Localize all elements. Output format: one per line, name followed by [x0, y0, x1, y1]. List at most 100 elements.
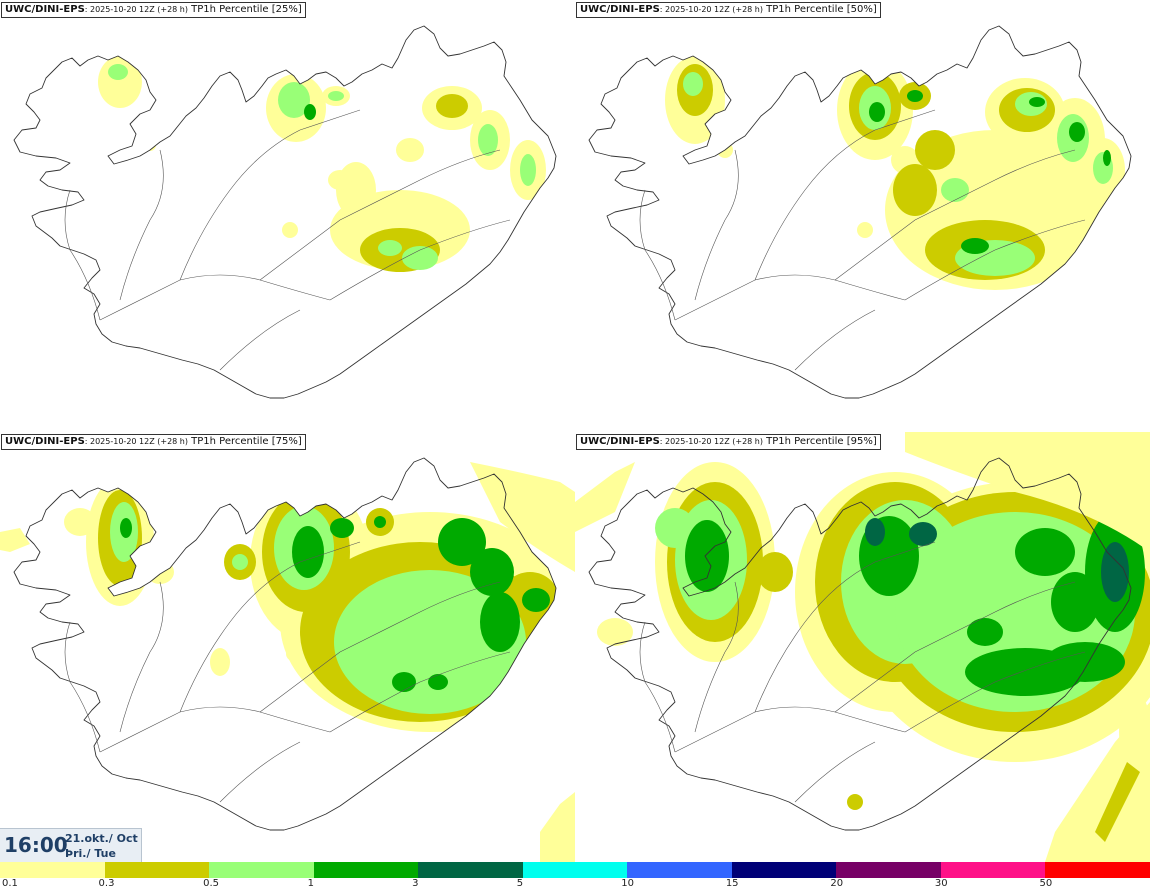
road-line: [994, 149, 1076, 181]
precip-contour: [232, 554, 248, 570]
precip-contour: [1103, 150, 1111, 166]
coastline: [588, 457, 1132, 831]
colorbar-segment: [313, 862, 419, 878]
valid-date-line2: Þri./ Tue: [65, 847, 116, 860]
coastline: [13, 457, 557, 831]
run-info: : 2025-10-20 12Z (+28 h): [84, 5, 188, 14]
road-line: [834, 179, 996, 281]
precip-contour: [292, 526, 324, 578]
field-name: TP1h Percentile [75%]: [187, 436, 302, 447]
map-panel-p25: UWC/DINI-EPS: 2025-10-20 12Z (+28 h) TP1…: [0, 0, 575, 430]
road-line: [754, 129, 876, 281]
road-line: [904, 651, 1086, 733]
road-line: [99, 274, 331, 321]
model-name: UWC/DINI-EPS: [5, 4, 85, 15]
road-line: [64, 621, 101, 753]
precip-contour: [915, 130, 955, 170]
precip-contour: [597, 618, 633, 646]
iceland-map: [588, 25, 1132, 399]
precip-contour: [967, 618, 1003, 646]
precip-contour: [575, 462, 635, 532]
precip-contour: [378, 240, 402, 256]
precip-contour: [64, 508, 96, 536]
precip-contour: [757, 552, 793, 592]
precip-contour: [108, 64, 128, 80]
precip-contour: [282, 222, 298, 238]
colorbar-tick-label: 20: [830, 878, 844, 889]
model-name: UWC/DINI-EPS: [5, 436, 85, 447]
precip-contour: [685, 520, 729, 592]
road-line: [674, 274, 906, 321]
road-line: [904, 219, 1086, 301]
road-line: [329, 219, 511, 301]
field-name: TP1h Percentile [50%]: [762, 4, 877, 15]
precip-contour: [1095, 762, 1140, 842]
map-panel-p50: UWC/DINI-EPS: 2025-10-20 12Z (+28 h) TP1…: [575, 0, 1150, 430]
colorbar-tick-label: 50: [1039, 878, 1053, 889]
precip-contour: [1101, 542, 1129, 602]
precip-contour: [402, 246, 438, 270]
road-line: [119, 149, 164, 301]
precip-contour: [865, 518, 885, 546]
precip-contour: [470, 462, 575, 572]
road-line: [834, 611, 996, 713]
precip-contour: [905, 432, 1150, 552]
precip-contour: [522, 588, 550, 612]
iceland-map: [0, 457, 575, 862]
iceland-map: [13, 25, 557, 399]
map-panel-p95: UWC/DINI-EPS: 2025-10-20 12Z (+28 h) TP1…: [575, 432, 1150, 862]
precip-contour: [286, 646, 306, 662]
road-line: [639, 621, 676, 753]
road-line: [794, 309, 876, 371]
road-line: [99, 706, 331, 753]
precip-contour: [847, 794, 863, 810]
precip-contour: [857, 222, 873, 238]
precip-contour: [683, 72, 703, 96]
colorbar-segment: [209, 862, 315, 878]
colorbar-segment: [1045, 862, 1150, 878]
colorbar-tick-label: 0.5: [203, 878, 219, 889]
road-line: [299, 541, 361, 563]
colorbar-tick-label: 3: [412, 878, 419, 889]
coastline: [13, 25, 557, 399]
precip-contour: [120, 518, 132, 538]
road-line: [259, 611, 421, 713]
precip-contour: [334, 570, 526, 714]
colorbar-segment: [104, 862, 210, 878]
precip-contour: [655, 508, 695, 548]
precip-contour: [144, 139, 156, 151]
precip-contour: [1045, 702, 1150, 862]
road-line: [794, 741, 876, 803]
precip-contour: [436, 94, 468, 118]
road-line: [219, 309, 301, 371]
run-info: : 2025-10-20 12Z (+28 h): [659, 437, 763, 446]
coastline: [588, 25, 1132, 399]
road-line: [419, 149, 501, 181]
precip-contour: [961, 238, 989, 254]
precip-contour: [392, 672, 416, 692]
precip-field: [98, 56, 546, 272]
precip-contour: [480, 592, 520, 652]
precip-contour: [1045, 642, 1125, 682]
precip-contour: [941, 178, 969, 202]
road-line: [639, 189, 676, 321]
colorbar-segment: [940, 862, 1046, 878]
panel-title: UWC/DINI-EPS: 2025-10-20 12Z (+28 h) TP1…: [576, 2, 881, 18]
precip-contour: [98, 56, 142, 108]
colorbar-tick-label: 30: [934, 878, 948, 889]
road-line: [219, 741, 301, 803]
precip-contour: [438, 518, 486, 566]
colorbar-tick-label: 15: [725, 878, 739, 889]
panel-title: UWC/DINI-EPS: 2025-10-20 12Z (+28 h) TP1…: [1, 434, 306, 450]
model-name: UWC/DINI-EPS: [580, 4, 660, 15]
valid-date-line1: 21.okt./ Oct: [65, 832, 138, 845]
precip-contour: [540, 792, 575, 862]
road-line: [299, 109, 361, 131]
colorbar-segment: [731, 862, 837, 878]
precip-contour: [396, 138, 424, 162]
run-info: : 2025-10-20 12Z (+28 h): [84, 437, 188, 446]
precip-contour: [1015, 528, 1075, 576]
panel-title: UWC/DINI-EPS: 2025-10-20 12Z (+28 h) TP1…: [1, 2, 306, 18]
precip-field: [665, 56, 1125, 290]
colorbar-tick-label: 5: [516, 878, 524, 889]
